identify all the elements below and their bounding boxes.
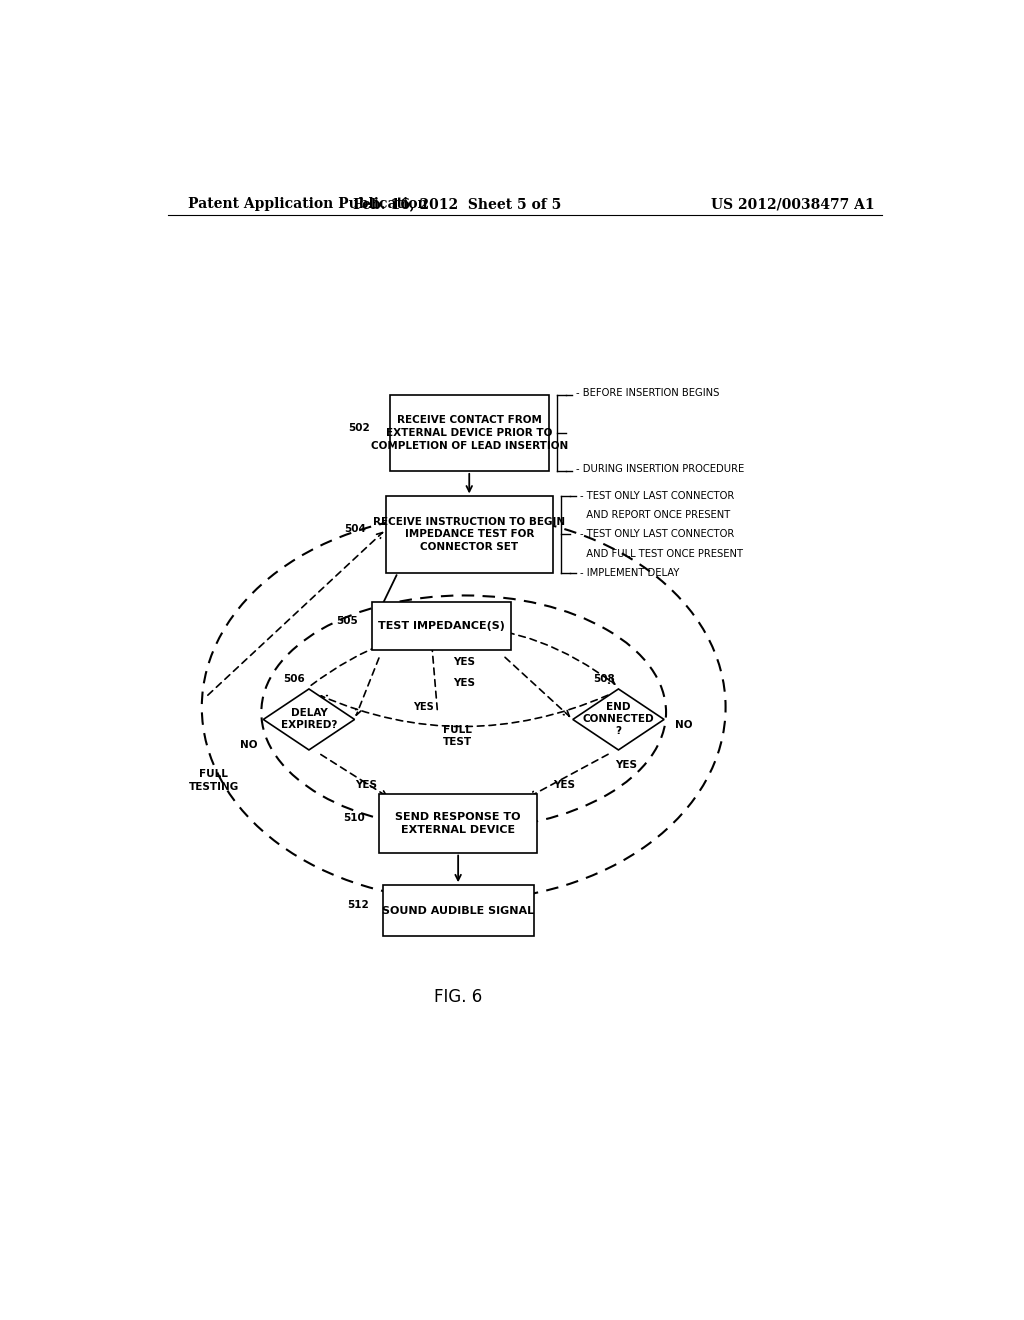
Text: DELAY
EXPIRED?: DELAY EXPIRED? [281, 709, 337, 730]
Text: 508: 508 [593, 673, 614, 684]
Text: 502: 502 [348, 422, 370, 433]
Text: 505: 505 [336, 616, 357, 626]
Text: END
CONNECTED
?: END CONNECTED ? [583, 702, 654, 737]
Polygon shape [572, 689, 665, 750]
Text: 510: 510 [343, 813, 365, 824]
Text: NO: NO [675, 719, 692, 730]
Text: RECEIVE CONTACT FROM
EXTERNAL DEVICE PRIOR TO
COMPLETION OF LEAD INSERTION: RECEIVE CONTACT FROM EXTERNAL DEVICE PRI… [371, 414, 568, 450]
Text: YES: YES [554, 780, 575, 789]
Text: 506: 506 [284, 673, 305, 684]
Text: YES: YES [615, 760, 637, 770]
Text: AND REPORT ONCE PRESENT: AND REPORT ONCE PRESENT [581, 511, 730, 520]
Text: YES: YES [453, 656, 475, 667]
Text: TEST IMPEDANCE(S): TEST IMPEDANCE(S) [378, 620, 505, 631]
Text: - DURING INSERTION PROCEDURE: - DURING INSERTION PROCEDURE [577, 463, 744, 474]
Text: - TEST ONLY LAST CONNECTOR: - TEST ONLY LAST CONNECTOR [581, 491, 734, 502]
Text: RECEIVE INSTRUCTION TO BEGIN
IMPEDANCE TEST FOR
CONNECTOR SET: RECEIVE INSTRUCTION TO BEGIN IMPEDANCE T… [373, 516, 565, 552]
Text: US 2012/0038477 A1: US 2012/0038477 A1 [712, 197, 874, 211]
Text: SOUND AUDIBLE SIGNAL: SOUND AUDIBLE SIGNAL [382, 906, 535, 916]
FancyBboxPatch shape [386, 496, 553, 573]
Text: FULL
TESTING: FULL TESTING [188, 770, 239, 792]
FancyBboxPatch shape [383, 886, 534, 936]
Text: YES: YES [413, 702, 433, 713]
Text: SEND RESPONSE TO
EXTERNAL DEVICE: SEND RESPONSE TO EXTERNAL DEVICE [395, 812, 521, 834]
FancyBboxPatch shape [390, 395, 549, 471]
FancyBboxPatch shape [379, 793, 538, 853]
Text: FIG. 6: FIG. 6 [434, 987, 482, 1006]
Polygon shape [263, 689, 354, 750]
Text: NO: NO [241, 741, 258, 750]
Text: Patent Application Publication: Patent Application Publication [187, 197, 427, 211]
Text: AND FULL TEST ONCE PRESENT: AND FULL TEST ONCE PRESENT [581, 549, 743, 558]
Text: Feb. 16, 2012  Sheet 5 of 5: Feb. 16, 2012 Sheet 5 of 5 [353, 197, 561, 211]
Text: YES: YES [453, 678, 475, 688]
Text: - TEST ONLY LAST CONNECTOR: - TEST ONLY LAST CONNECTOR [581, 529, 734, 540]
Text: 512: 512 [347, 900, 369, 911]
Text: YES: YES [355, 780, 377, 789]
Text: - BEFORE INSERTION BEGINS: - BEFORE INSERTION BEGINS [577, 388, 720, 397]
FancyBboxPatch shape [372, 602, 511, 651]
Text: - IMPLEMENT DELAY: - IMPLEMENT DELAY [581, 568, 680, 578]
Text: 504: 504 [344, 524, 367, 535]
Text: FULL
TEST: FULL TEST [442, 725, 472, 747]
